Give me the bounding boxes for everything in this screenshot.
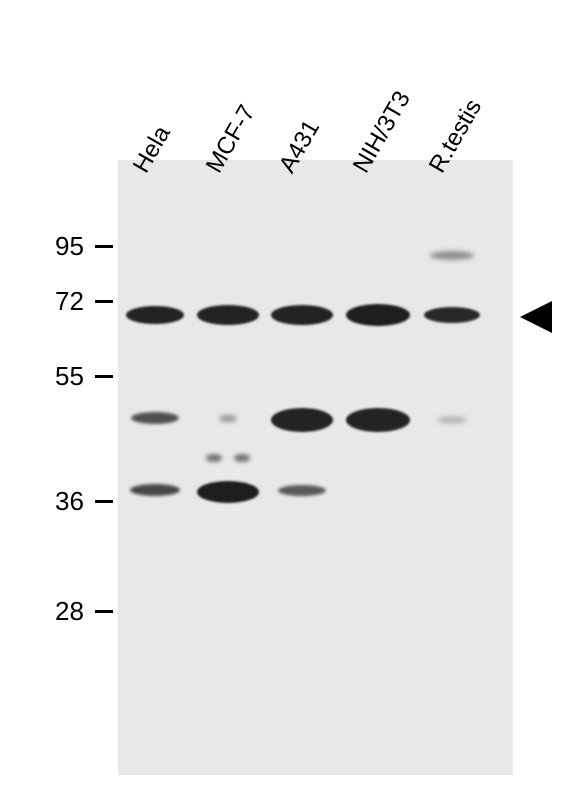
mw-marker-label: 36	[55, 486, 84, 517]
mw-marker-tick	[95, 375, 113, 378]
mw-marker-tick	[95, 610, 113, 613]
arrow-indicator	[520, 301, 552, 333]
protein-band	[346, 304, 410, 326]
protein-band	[197, 305, 259, 325]
protein-band	[278, 485, 326, 496]
protein-band	[131, 412, 179, 424]
mw-marker-label: 55	[55, 361, 84, 392]
protein-band	[197, 481, 259, 503]
mw-marker-label: 95	[55, 231, 84, 262]
protein-band	[206, 454, 222, 462]
mw-marker-tick	[95, 245, 113, 248]
mw-marker-label: 28	[55, 596, 84, 627]
protein-band	[234, 454, 250, 462]
protein-band	[271, 305, 333, 325]
protein-band	[130, 484, 180, 496]
mw-marker-label: 72	[55, 286, 84, 317]
western-blot-figure: HelaMCF-7A431NIH/3T3R.testis9572553628	[0, 0, 570, 800]
mw-marker-tick	[95, 300, 113, 303]
protein-band	[430, 251, 474, 260]
protein-band	[424, 307, 480, 323]
protein-band	[437, 417, 467, 423]
mw-marker-tick	[95, 500, 113, 503]
protein-band	[219, 415, 237, 422]
protein-band	[271, 408, 333, 432]
protein-band	[346, 408, 410, 432]
protein-band	[126, 306, 184, 324]
